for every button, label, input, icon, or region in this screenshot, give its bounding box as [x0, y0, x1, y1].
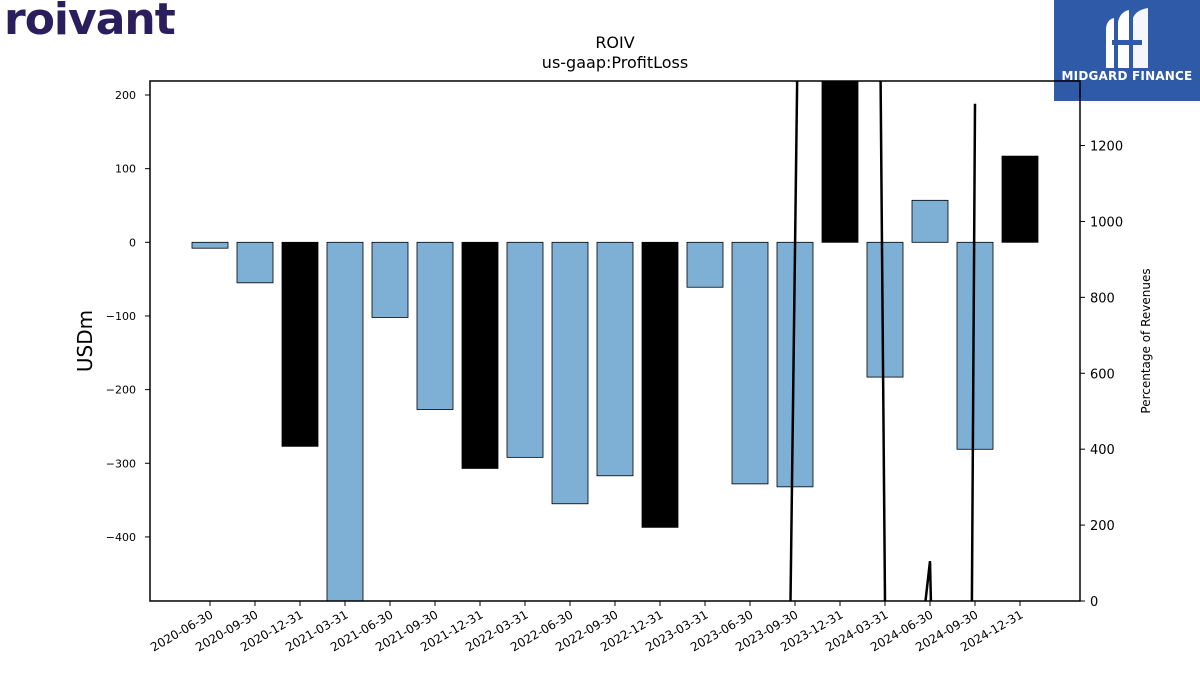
- y2-tick-label: 600: [1090, 367, 1115, 382]
- pct-revenue-line-segment: [970, 103, 977, 601]
- y-tick-label: −300: [106, 457, 136, 470]
- y-tick-label: −400: [106, 531, 136, 544]
- bar-2024-12-31: [1001, 155, 1039, 243]
- y-tick-label: 200: [115, 89, 136, 102]
- chart-title: ROIV: [595, 33, 634, 52]
- bar-2022-03-31: [506, 241, 544, 458]
- pct-revenue-line-segment: [924, 560, 933, 601]
- pct-revenue-line-segment: [879, 81, 887, 601]
- bar-2024-06-30: [911, 199, 949, 243]
- bar-2023-03-31: [686, 241, 724, 288]
- bar-2023-06-30: [731, 241, 769, 485]
- y-axis-label: USDm: [73, 310, 97, 372]
- y-tick-label: −200: [106, 384, 136, 397]
- bar-2020-09-30: [236, 241, 274, 284]
- bar-2022-06-30: [551, 241, 589, 505]
- bar-2022-12-31: [641, 241, 679, 528]
- bar-2021-03-31: [326, 241, 364, 601]
- bar-2022-09-30: [596, 241, 634, 477]
- roivant-logo: roivant: [4, 0, 176, 45]
- y2-tick-label: 1200: [1090, 140, 1123, 155]
- bar-2021-12-31: [461, 241, 499, 469]
- bar-2021-09-30: [416, 241, 454, 410]
- y2-axis-label: Percentage of Revenues: [1139, 268, 1153, 413]
- badge-label: MIDGARD FINANCE: [1061, 69, 1193, 83]
- y2-tick-label: 0: [1090, 595, 1098, 610]
- midgard-m-icon: [1106, 8, 1148, 68]
- y-tick-label: −100: [106, 310, 136, 323]
- bar-2024-03-31: [866, 241, 904, 378]
- y-tick-label: 0: [129, 236, 136, 249]
- y2-tick-label: 1000: [1090, 215, 1123, 230]
- bar-2020-12-31: [281, 241, 319, 447]
- chart-subtitle: us-gaap:ProfitLoss: [542, 53, 688, 72]
- y2-tick-label: 800: [1090, 291, 1115, 306]
- bar-2020-06-30: [191, 241, 229, 249]
- bar-2021-06-30: [371, 241, 409, 318]
- y-tick-label: 100: [115, 163, 136, 176]
- midgard-finance-badge: MIDGARD FINANCE: [1054, 0, 1200, 101]
- y2-tick-label: 200: [1090, 519, 1115, 534]
- pct-revenue-line-segment: [789, 81, 799, 601]
- y2-tick-label: 400: [1090, 443, 1115, 458]
- bar-2023-12-31: [821, 81, 859, 243]
